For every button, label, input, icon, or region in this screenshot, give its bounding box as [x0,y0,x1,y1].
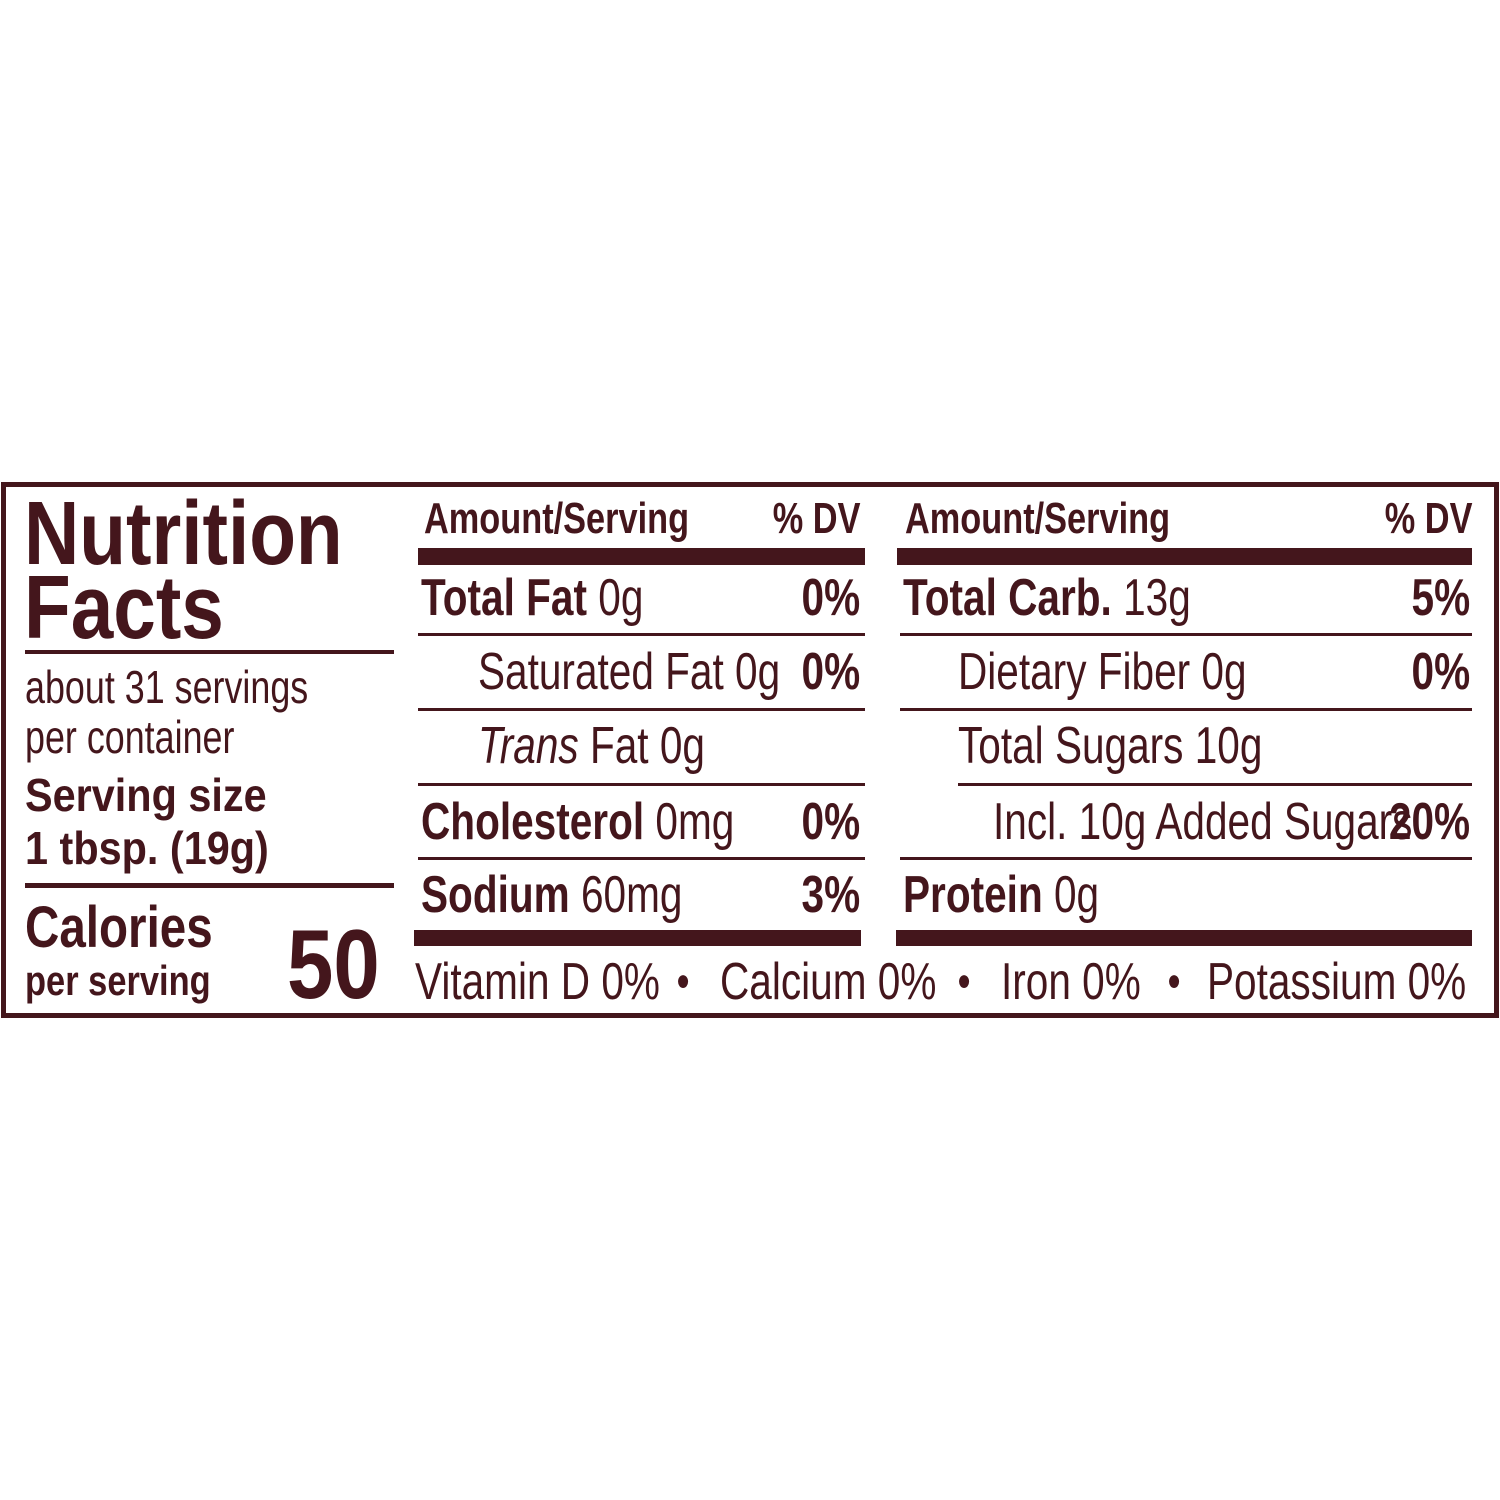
nutrient-dv: 5% [1411,569,1470,627]
servings-per-container: about 31 servings [25,661,309,713]
nutrient-dv: 20% [1388,793,1470,851]
nutrient-amount: 0g [598,569,644,627]
thick-bar [896,930,1472,946]
nutrient-name: Trans Fat 0g [478,717,705,775]
servings-per-container-2: per container [25,711,235,763]
thick-bar [414,930,861,946]
nutrient-dv: 0% [1411,643,1470,701]
serving-size-label: Serving size [25,769,267,821]
bullet-icon: ● [1167,964,1182,997]
divider [418,783,865,786]
vitamin-d: Vitamin D 0% [415,953,660,1011]
calories-per-serving: per serving [25,957,211,1004]
title-facts: Facts [24,558,224,658]
dv-header-2: % DV [1384,494,1472,543]
thick-bar [897,548,1472,565]
title-nutrition: Nutrition [24,484,343,584]
thick-bar [418,548,865,565]
divider [418,708,865,711]
nutrient-name: Saturated Fat 0g [478,643,781,701]
divider [900,857,1472,860]
nutrient-name: Sodium [421,866,570,924]
divider [418,633,865,636]
amount-header: Amount/Serving [424,494,690,543]
dv-header: % DV [772,494,860,543]
nutrition-facts-label [1,482,1499,1018]
potassium: Potassium 0% [1207,953,1467,1011]
divider [25,650,394,654]
nutrient-name: Cholesterol [421,793,645,851]
nutrient-dv: 0% [801,643,860,701]
nutrient-name: Total Fat [421,569,587,627]
divider [958,783,1472,786]
calories-value: 50 [287,909,380,1019]
nutrient-dv: 0% [801,569,860,627]
calories-label: Calories [25,895,213,960]
bullet-icon: ● [676,964,691,997]
iron: Iron 0% [1001,953,1141,1011]
nutrient-dv: 3% [801,866,860,924]
divider-thick [25,883,394,888]
serving-size-value: 1 tbsp. (19g) [25,822,269,874]
amount-header-2: Amount/Serving [905,494,1171,543]
bullet-icon: ● [957,964,972,997]
nutrient-dv: 0% [801,793,860,851]
divider [900,633,1472,636]
divider [900,708,1472,711]
divider [418,857,865,860]
calcium: Calcium 0% [720,953,937,1011]
